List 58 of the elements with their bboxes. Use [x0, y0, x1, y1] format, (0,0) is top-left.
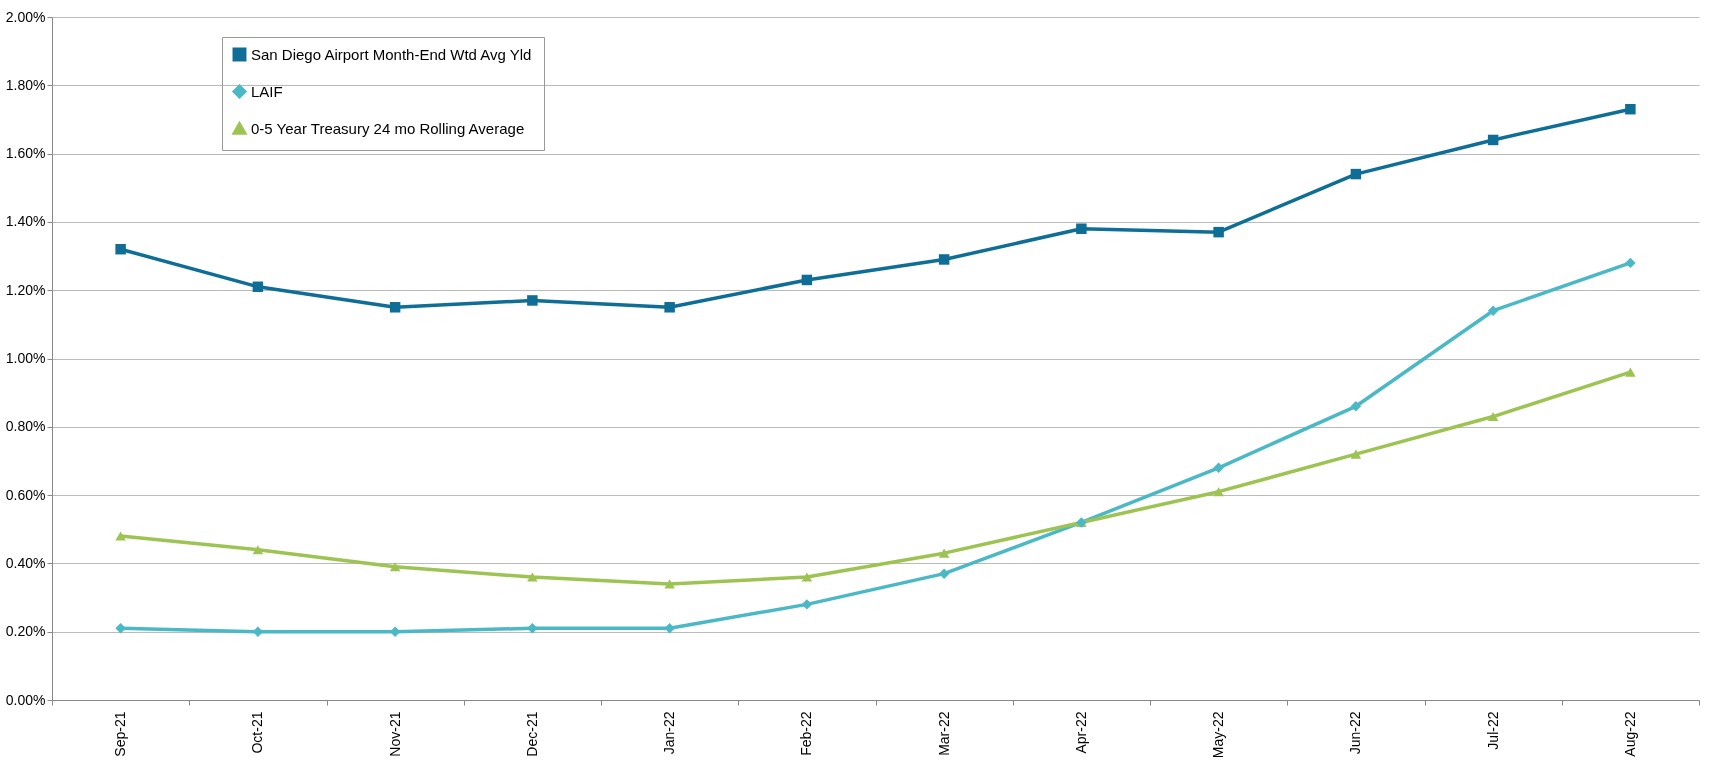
y-tick-label: 1.40% — [5, 213, 46, 230]
point — [1350, 401, 1362, 412]
y-tick-label: 2.00% — [5, 8, 46, 25]
point — [1487, 305, 1499, 316]
point — [1213, 226, 1224, 238]
x-tick-label: May-22 — [1210, 711, 1227, 759]
point — [938, 548, 950, 558]
y-tick-label: 1.80% — [5, 76, 46, 93]
point — [115, 623, 126, 634]
point — [1350, 168, 1362, 180]
point — [527, 623, 538, 634]
point — [1350, 449, 1362, 459]
y-tick-label: 0.60% — [5, 486, 46, 503]
x-tick-label: Dec-21 — [523, 711, 540, 757]
point — [1625, 367, 1636, 377]
point — [527, 572, 538, 582]
x-tick-label: Nov-21 — [386, 711, 403, 757]
point — [664, 302, 675, 313]
legend-label: LAIF — [251, 82, 283, 100]
point — [115, 531, 126, 541]
point — [1487, 412, 1499, 422]
x-tick-label: Jun-22 — [1347, 711, 1364, 755]
point — [1487, 134, 1499, 146]
x-tick-label: Feb-22 — [798, 711, 815, 756]
x-tick-label: Jan-22 — [661, 711, 678, 755]
point — [1213, 487, 1224, 497]
y-tick-label: 1.20% — [5, 281, 46, 298]
point — [115, 243, 126, 255]
point — [252, 545, 264, 555]
point — [1625, 257, 1636, 269]
x-tick-label: Apr-22 — [1072, 711, 1089, 754]
x-tick-label: Sep-21 — [112, 711, 129, 757]
point — [801, 572, 813, 582]
y-tick-label: 0.00% — [5, 691, 46, 708]
point — [801, 274, 813, 286]
point — [664, 579, 675, 589]
x-tick-label: Oct-21 — [249, 711, 266, 754]
legend-label: 0-5 Year Treasury 24 mo Rolling Average — [251, 119, 525, 137]
point — [389, 302, 401, 313]
point — [252, 281, 264, 293]
point — [801, 599, 813, 610]
point — [938, 254, 950, 265]
x-tick-label: Jul-22 — [1484, 711, 1501, 750]
point — [1213, 462, 1224, 474]
point — [1625, 103, 1636, 115]
legend-label: San Diego Airport Month-End Wtd Avg Yld — [251, 45, 532, 63]
point — [1076, 223, 1087, 234]
x-tick-label: Mar-22 — [935, 711, 952, 756]
y-tick-label: 1.00% — [5, 350, 46, 366]
point — [527, 295, 538, 306]
point — [664, 623, 675, 634]
y-tick-label: 1.60% — [5, 145, 46, 162]
x-tick-label: Aug-22 — [1621, 711, 1638, 757]
y-tick-label: 0.20% — [5, 623, 46, 640]
point — [938, 568, 950, 579]
y-tick-label: 0.40% — [5, 554, 46, 571]
y-tick-label: 0.80% — [5, 418, 46, 435]
point — [389, 562, 401, 572]
